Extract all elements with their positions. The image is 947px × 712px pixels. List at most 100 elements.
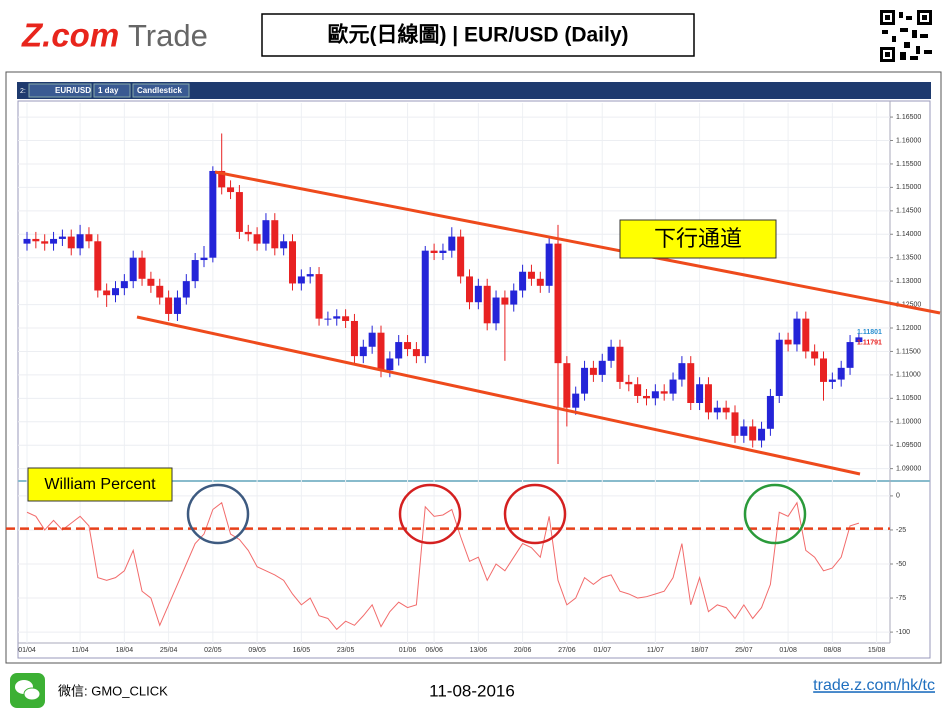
y-tick-label: -75 [896,595,906,602]
highlight-circle [503,483,567,545]
candle-body [350,320,358,357]
candle-body [466,276,473,303]
candle-body [324,318,332,320]
candle-body [749,426,757,441]
candle-body [625,381,633,385]
candle-body [120,281,128,289]
candle-body [253,234,261,244]
toolbar-style[interactable]: Candlestick [137,86,182,95]
candle-body [218,170,226,188]
candle-body [802,318,810,352]
y-tick-label: -25 [896,527,906,534]
indicator-title: William Percent [44,476,156,493]
x-tick-label: 02/05 [204,647,222,654]
toolbar-button[interactable] [28,83,92,98]
footer-date: 11-08-2016 [429,681,515,700]
highlight-circle [186,483,250,545]
y-tick-label: -100 [896,629,910,636]
candle-body [474,285,482,303]
candle-body [377,332,385,371]
x-tick-label: 16/05 [293,647,311,654]
x-tick-label: 09/05 [248,647,266,654]
y-tick-label: 1.11000 [896,372,921,379]
candle-body [41,241,49,244]
candle-body [368,332,376,347]
indicator-line [26,501,860,631]
candle-body [828,379,836,382]
candle-body [58,236,66,239]
x-tick-label: 01/08 [779,647,797,654]
candle-body [643,395,650,399]
candle-body [85,234,93,242]
toolbar-button[interactable] [132,83,190,98]
x-tick-label: 18/04 [116,647,134,654]
y-tick-label: 1.10000 [896,419,921,426]
candle-body [766,395,774,429]
candle-body [430,250,438,253]
candle-body [182,281,190,298]
x-tick-label: 01/04 [18,647,36,654]
y-tick-label: 1.12500 [896,301,921,308]
y-tick-label: 1.12000 [896,325,921,332]
candle-body [740,426,748,436]
candle-body [342,316,350,321]
x-tick-label: 11/07 [647,647,664,654]
x-tick-label: 25/04 [160,647,178,654]
title: 歐元(日線圖) | EUR/USD (Daily) [327,23,628,47]
candle-body [837,367,845,380]
y-tick-label: -50 [896,561,906,568]
candle-body [289,241,296,284]
candle-body [598,360,606,375]
candle-body [572,393,580,408]
x-tick-label: 01/06 [399,647,417,654]
candle-body [722,407,730,413]
x-tick-label: 08/08 [824,647,842,654]
candle-body [209,170,217,258]
candle-body [421,250,429,357]
candle-body [67,236,75,249]
candle-body [731,412,739,436]
candle-body [563,363,571,408]
x-tick-label: 18/07 [691,647,709,654]
candle-body [607,346,615,361]
candle-body [483,285,491,324]
candle-body [846,342,854,368]
candle-body [439,250,447,253]
candle-body [501,297,509,305]
y-tick-label: 1.10500 [896,395,921,402]
candle-body [820,358,827,382]
toolbar-period[interactable]: 1 day [98,86,119,95]
candle-body [200,257,208,261]
x-tick-label: 01/07 [593,647,611,654]
candle-body [696,384,704,403]
candle-body [448,236,456,251]
y-tick-label: 1.14500 [896,208,921,215]
logo-brand: Z.com [21,17,119,54]
x-tick-label: 13/06 [470,647,488,654]
candle-body [581,367,589,394]
y-tick-label: 1.13500 [896,255,921,262]
candle-body [811,351,819,359]
x-tick-label: 25/07 [735,647,753,654]
candle-body [457,236,465,277]
candle-body [191,260,199,282]
footer-wechat: 微信: GMO_CLICK [58,683,168,698]
annotation: 下行通道 [654,226,742,251]
candle-body [404,342,412,350]
candle-body [386,358,394,371]
footer-link[interactable]: trade.z.com/hk/tc [813,677,935,694]
candle-body [536,278,544,286]
y-tick-label: 1.13000 [896,278,921,285]
toolbar-button[interactable] [93,83,131,98]
title-box [261,13,695,57]
candle-body [280,241,288,249]
candle-body [758,428,766,441]
channel-line [136,315,861,476]
logo-product: Trade [128,18,208,53]
candle-body [492,297,500,324]
candle-body [713,407,721,413]
candle-body [244,231,252,235]
channel-line [214,170,941,315]
candle-body [669,379,677,394]
toolbar-symbol[interactable]: EUR/USD [55,86,91,95]
